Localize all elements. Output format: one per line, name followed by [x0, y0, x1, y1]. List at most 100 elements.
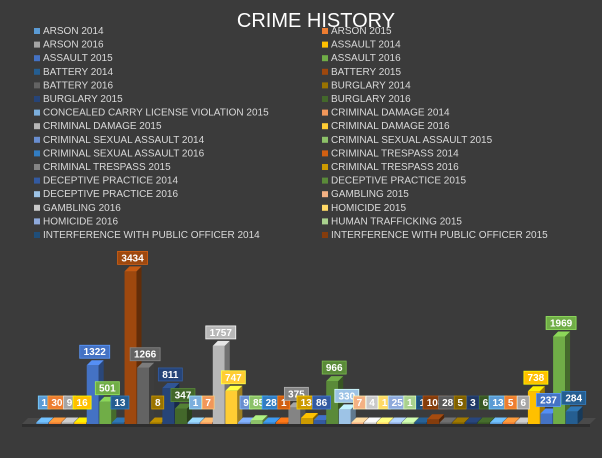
data-label-box	[312, 395, 332, 410]
data-label-text: 86	[316, 398, 328, 409]
bar-top	[389, 417, 407, 423]
data-label-text: 28	[266, 398, 278, 409]
bar-side	[262, 415, 268, 424]
legend-swatch	[34, 68, 40, 75]
bar-front	[502, 422, 515, 424]
data-label-box	[72, 395, 92, 410]
bar	[250, 415, 268, 424]
legend-entry: BURGLARY 2015	[43, 94, 123, 105]
data-label-text: 4	[369, 398, 375, 409]
bar-top	[452, 417, 470, 423]
bar-top	[124, 266, 142, 272]
bar-top	[338, 404, 356, 410]
bar-top	[36, 417, 54, 423]
legend-swatch	[34, 204, 40, 211]
data-label-box	[151, 395, 165, 410]
legend-entry: CRIMINAL DAMAGE 2014	[331, 108, 450, 119]
bar-front	[275, 422, 288, 424]
legend-swatch	[34, 109, 40, 116]
legend-entry: GAMBLING 2016	[43, 203, 121, 214]
data-label-box	[453, 395, 467, 410]
legend-swatch	[34, 191, 40, 198]
legend-swatch	[322, 68, 328, 75]
bar-front	[174, 408, 187, 424]
bar-front	[187, 422, 200, 424]
data-label-box	[117, 250, 148, 265]
bar-top	[490, 417, 508, 423]
data-label: 5	[453, 395, 467, 410]
legend-swatch	[322, 41, 328, 48]
data-label-box	[110, 395, 130, 410]
legend-entry: CRIMINAL TRESPASS 2014	[331, 148, 459, 159]
data-label-text: 1	[382, 398, 388, 409]
bar-front	[74, 422, 87, 424]
bar-front	[36, 422, 49, 424]
data-label-box	[321, 360, 347, 375]
bar-front	[364, 422, 377, 424]
legend-entry: CONCEALED CARRY LICENSE VIOLATION 2015	[43, 108, 269, 119]
legend-swatch	[322, 150, 328, 157]
data-label-box	[170, 388, 196, 402]
data-label-text: 9	[243, 398, 249, 409]
data-label-box	[504, 395, 518, 410]
legend-swatch	[34, 96, 40, 102]
data-label-text: 7	[205, 398, 211, 409]
legend-entry: CRIMINAL TRESPASS 2016	[331, 162, 459, 173]
bar-side	[439, 414, 445, 424]
legend-entry: BATTERY 2014	[43, 67, 113, 78]
legend-entry: CRIMINAL TRESPASS 2015	[43, 162, 171, 173]
data-label: 16	[72, 395, 92, 410]
bar-front	[414, 422, 427, 424]
legend-entry: GAMBLING 2015	[331, 189, 409, 200]
data-label-text: 237	[540, 395, 557, 406]
data-label-text: 1	[281, 398, 287, 409]
bar-front	[565, 411, 578, 424]
data-label-text: 375	[288, 389, 305, 400]
bar	[137, 362, 155, 424]
legend-swatch	[34, 150, 40, 157]
data-label-box	[157, 367, 183, 382]
chart-title: CRIME HISTORY	[237, 10, 395, 32]
legend-entry: HOMICIDE 2015	[331, 203, 406, 214]
data-label: 501	[94, 381, 120, 396]
data-label-text: 738	[528, 373, 545, 384]
bar-top	[439, 417, 457, 423]
data-label: 1969	[545, 316, 577, 330]
legend-swatch	[34, 82, 40, 89]
bar-front	[48, 422, 61, 424]
bar-top	[225, 385, 243, 391]
legend-swatch	[34, 218, 40, 225]
data-label: 747	[220, 370, 246, 385]
legend-swatch	[34, 164, 40, 170]
data-label-text: 1322	[84, 347, 107, 358]
data-label-text: 6	[520, 398, 526, 409]
data-label: 6	[516, 395, 530, 410]
data-label-text: 108	[427, 398, 444, 409]
data-label-box	[365, 395, 379, 410]
bar-front	[326, 381, 339, 424]
bar-front	[490, 422, 503, 424]
data-label: 1322	[79, 344, 111, 359]
chart-floor-edge	[22, 424, 590, 427]
bar-front	[452, 422, 465, 424]
data-label-box	[536, 393, 561, 407]
data-label-text: 1266	[134, 350, 157, 361]
bar-top	[527, 386, 545, 392]
data-label: 7	[353, 395, 366, 410]
legend-entry: HUMAN TRAFFICKING 2015	[331, 216, 462, 227]
data-label-box	[523, 370, 549, 385]
bar-top	[464, 417, 482, 423]
data-label: 738	[523, 370, 549, 385]
data-label: 1757	[205, 325, 237, 340]
data-label-text: 7	[357, 398, 363, 409]
bar-top	[162, 382, 180, 388]
bar-top	[477, 417, 495, 423]
data-label: 347	[170, 388, 196, 402]
bar-front	[61, 422, 74, 424]
bar-front	[301, 418, 313, 424]
legend-entry: ARSON 2015	[331, 26, 392, 37]
legend-entry: ASSAULT 2015	[43, 53, 113, 64]
legend-swatch	[322, 218, 328, 225]
data-label: 3	[466, 395, 480, 410]
